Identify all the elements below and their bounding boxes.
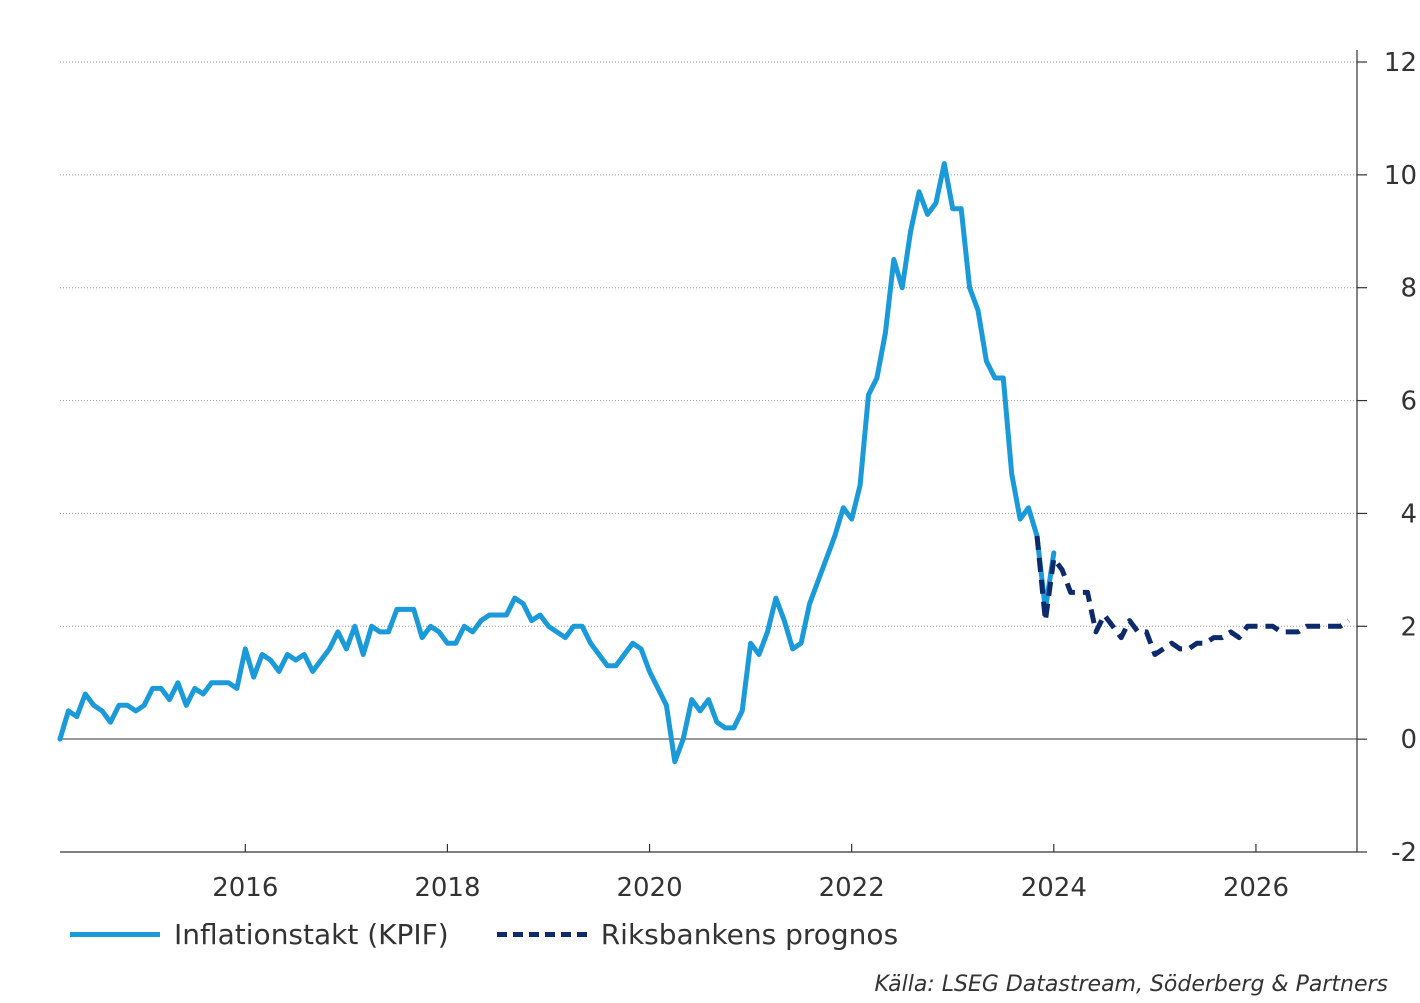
- x-tick-label: 2022: [819, 873, 885, 903]
- gridlines: [60, 61, 1357, 627]
- legend: Inflationstakt (KPIF) Riksbankens progno…: [70, 918, 946, 951]
- y-tick-label: -2: [1391, 838, 1417, 868]
- series-line-kpif: [57, 161, 1057, 765]
- x-tick-label: 2024: [1021, 873, 1087, 903]
- series-line-prognos: [1034, 535, 1351, 657]
- y-tick-label: 12: [1384, 48, 1417, 78]
- legend-label-kpif: Inflationstakt (KPIF): [174, 918, 449, 951]
- legend-item-prognos: Riksbankens prognos: [496, 918, 899, 951]
- y-tick-label: 10: [1384, 161, 1417, 191]
- y-tick-label: 8: [1400, 274, 1417, 304]
- source-note: Källa: LSEG Datastream, Söderberg & Part…: [874, 972, 1388, 997]
- legend-swatch-kpif: [70, 932, 160, 937]
- legend-swatch-prognos: [496, 932, 587, 937]
- series-lines: [57, 161, 1351, 765]
- x-tick-label: 2026: [1223, 873, 1289, 903]
- y-tick-label: 4: [1400, 499, 1417, 529]
- legend-item-kpif: Inflationstakt (KPIF): [70, 918, 449, 951]
- x-tick-label: 2016: [212, 873, 278, 903]
- legend-label-prognos: Riksbankens prognos: [600, 918, 899, 951]
- y-tick-label: 0: [1400, 725, 1417, 755]
- chart: 2016 2018 2020 2022 2024 2026 12 10 8 6 4 2 0 -2: [57, 48, 1417, 903]
- y-tick-label: 2: [1400, 612, 1417, 642]
- x-tick-label: 2020: [616, 873, 682, 903]
- x-axis-ticks: 2016 2018 2020 2022 2024 2026: [212, 844, 1289, 903]
- y-tick-label: 6: [1400, 387, 1417, 417]
- x-tick-label: 2018: [414, 873, 480, 903]
- y-axis-ticks: 12 10 8 6 4 2 0 -2: [1357, 48, 1417, 868]
